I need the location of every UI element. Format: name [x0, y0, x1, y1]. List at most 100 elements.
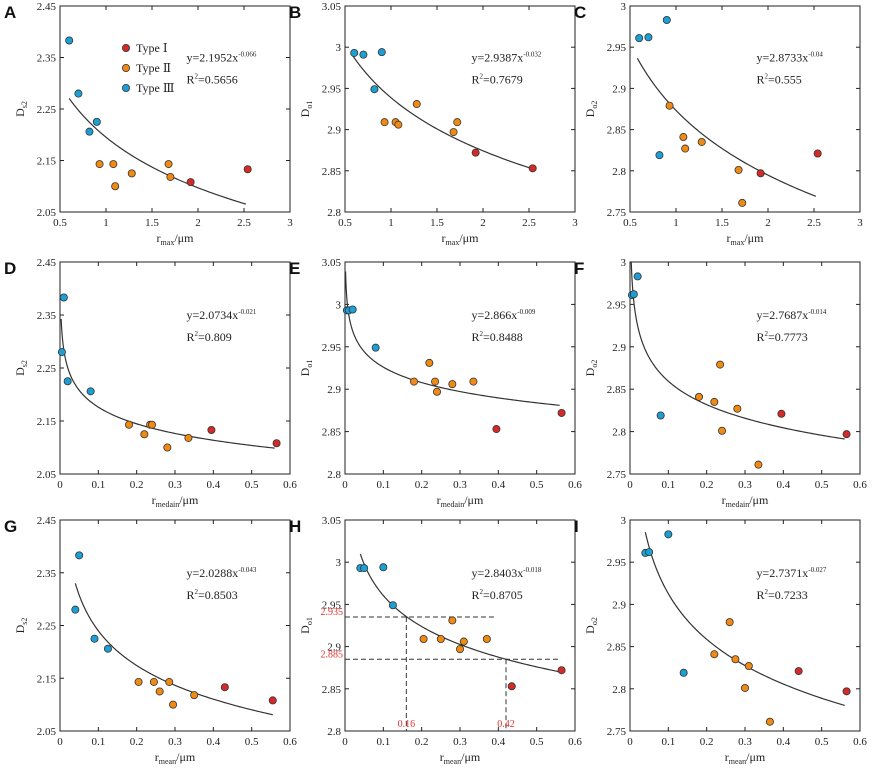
y-tick-label: 2.8: [612, 427, 626, 439]
data-point-type3: [664, 530, 673, 539]
r-squared: R2=0.7773: [757, 330, 808, 344]
data-point-type3: [645, 548, 654, 557]
data-point-type3: [86, 387, 95, 396]
data-point-type2: [716, 360, 725, 369]
data-point-type2: [436, 635, 445, 644]
fit-curve: [68, 98, 247, 205]
legend-marker: [122, 44, 131, 53]
data-point-type3: [103, 644, 112, 653]
plot-frame: [59, 5, 291, 213]
y-tick-label: 2.75: [607, 207, 627, 219]
data-point-type3: [59, 293, 68, 302]
data-point-type2: [741, 683, 750, 692]
data-point-type2: [165, 677, 174, 686]
y-tick-label: 2.95: [607, 557, 627, 569]
guide-y-label: 2.885: [321, 649, 344, 660]
data-point-type1: [528, 164, 537, 173]
y-tick-label: 2.35: [37, 53, 57, 65]
x-tick-label: 0.1: [376, 736, 390, 748]
data-point-type2: [733, 404, 742, 413]
y-axis-label: Do2: [583, 360, 599, 377]
y-axis-label: Ds2: [13, 101, 29, 117]
data-point-type3: [65, 36, 74, 45]
y-tick-label: 2.05: [37, 726, 57, 738]
plot-frame: [344, 5, 576, 213]
panel-letter: C: [574, 3, 586, 22]
data-point-type1: [220, 683, 229, 692]
data-point-type2: [109, 160, 118, 169]
data-point-type2: [448, 616, 457, 625]
data-point-type1: [186, 178, 195, 187]
x-tick-label: 0.1: [376, 479, 390, 491]
x-tick-label: 0: [627, 736, 633, 748]
data-point-type2: [184, 433, 193, 442]
data-point-type2: [453, 118, 462, 127]
x-tick-label: 0: [57, 479, 63, 491]
y-axis-label: Do1: [298, 360, 314, 377]
panel-H: H 0 0.1 0.2 0.3 0.4 0.5 0.6 2.8 2.85 2.9 2.95 3 3.05 r…: [289, 515, 582, 766]
data-point-type3: [644, 33, 653, 42]
x-tick-label: 0.6: [568, 736, 582, 748]
data-point-type1: [557, 666, 566, 675]
y-tick-label: 2.75: [607, 726, 627, 738]
plot-frame: [344, 519, 576, 732]
data-point-type2: [697, 137, 706, 146]
x-tick-label: 0.6: [568, 479, 582, 491]
data-point-type1: [492, 425, 501, 434]
data-point-type3: [633, 272, 642, 281]
y-tick-label: 3.05: [322, 257, 342, 269]
x-tick-label: 0.5: [623, 217, 637, 229]
data-point-type2: [431, 377, 440, 386]
y-tick-label: 2.15: [37, 156, 57, 168]
panel-F: F 0 0.1 0.2 0.3 0.4 0.5 0.6 2.75 2.8 2.85 2.9 2.95 3 r…: [574, 257, 867, 509]
data-point-type2: [679, 133, 688, 142]
data-point-type1: [756, 169, 765, 178]
data-point-type2: [738, 198, 747, 207]
data-point-type2: [125, 420, 134, 429]
data-point-type2: [111, 182, 120, 191]
x-axis-label: rmax/μm: [727, 231, 765, 247]
x-axis-label: rmean/μm: [725, 750, 766, 766]
x-tick-label: 3: [857, 217, 863, 229]
y-tick-label: 2.8: [327, 207, 341, 219]
y-tick-label: 2.9: [327, 384, 341, 396]
x-tick-label: 0.4: [206, 736, 220, 748]
y-tick-label: 2.8: [327, 726, 341, 738]
fit-equation: y=2.0288x-0.043: [187, 566, 257, 580]
panel-C: C 0.5 1 1.5 2 2.5 3 2.75 2.8 2.85 2.9 2.95 3 rmax/μm D…: [574, 1, 863, 247]
data-point-type2: [734, 165, 743, 174]
x-tick-label: 1.5: [430, 217, 444, 229]
x-tick-label: 1.5: [145, 217, 159, 229]
x-tick-label: 0.4: [206, 479, 220, 491]
data-point-type1: [842, 687, 851, 696]
r-squared: R2=0.809: [187, 330, 232, 344]
x-tick-label: 2: [480, 217, 486, 229]
y-tick-label: 2.05: [37, 469, 57, 481]
y-tick-label: 3: [621, 515, 627, 527]
fit-equation: y=2.9387x-0.032: [472, 51, 542, 65]
y-tick-label: 2.8: [327, 469, 341, 481]
data-point-type3: [371, 343, 380, 352]
panel-letter: G: [4, 517, 17, 536]
data-point-type2: [681, 144, 690, 153]
guide-x-label: 0.42: [497, 719, 515, 730]
data-point-type3: [629, 290, 638, 299]
r-squared: R2=0.5656: [187, 73, 238, 87]
data-point-type2: [419, 635, 428, 644]
y-tick-label: 3: [336, 557, 342, 569]
x-tick-label: 0.5: [53, 217, 67, 229]
x-tick-label: 1: [103, 217, 109, 229]
data-point-type2: [394, 120, 403, 129]
y-tick-label: 3.05: [322, 1, 342, 13]
y-tick-label: 2.9: [327, 642, 341, 654]
data-point-type1: [243, 165, 252, 174]
data-point-type1: [507, 682, 516, 691]
data-point-type2: [149, 677, 158, 686]
y-tick-label: 2.35: [37, 568, 57, 580]
x-tick-label: 0: [57, 736, 63, 748]
y-tick-label: 2.15: [37, 673, 57, 685]
data-point-type1: [794, 667, 803, 676]
data-point-type2: [725, 618, 734, 627]
r-squared: R2=0.7679: [472, 73, 523, 87]
data-point-type2: [455, 645, 464, 654]
